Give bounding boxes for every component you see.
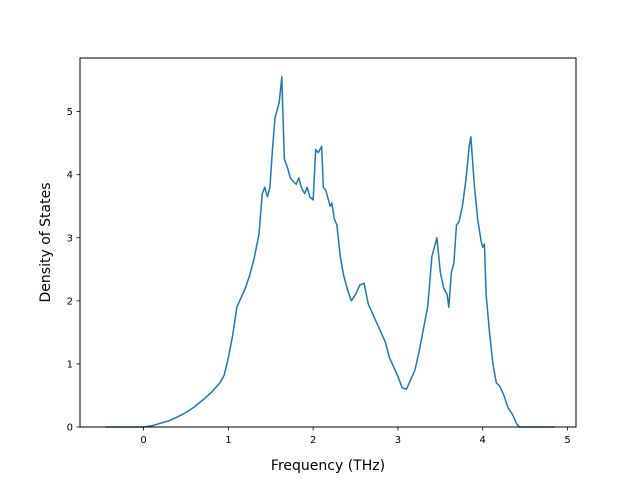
y-axis-ticks: 0 1 2 3 4 5 — [67, 107, 80, 434]
y-tick-label: 4 — [67, 170, 73, 181]
y-tick-label: 0 — [67, 423, 73, 434]
x-tick-label: 5 — [564, 435, 570, 446]
y-axis-title: Density of States — [38, 183, 54, 303]
x-axis-ticks: 0 1 2 3 4 5 — [140, 427, 571, 446]
x-axis-title: Frequency (THz) — [271, 458, 385, 474]
y-tick-label: 5 — [67, 107, 73, 118]
y-tick-label: 1 — [67, 359, 73, 370]
y-tick-label: 2 — [67, 296, 73, 307]
x-tick-label: 4 — [480, 435, 486, 446]
series-line-0 — [105, 76, 555, 428]
x-tick-label: 3 — [395, 435, 401, 446]
x-tick-label: 1 — [225, 435, 231, 446]
x-tick-label: 2 — [310, 435, 316, 446]
plot-frame — [79, 57, 577, 428]
y-tick-label: 3 — [67, 233, 73, 244]
x-tick-label: 0 — [140, 435, 146, 446]
